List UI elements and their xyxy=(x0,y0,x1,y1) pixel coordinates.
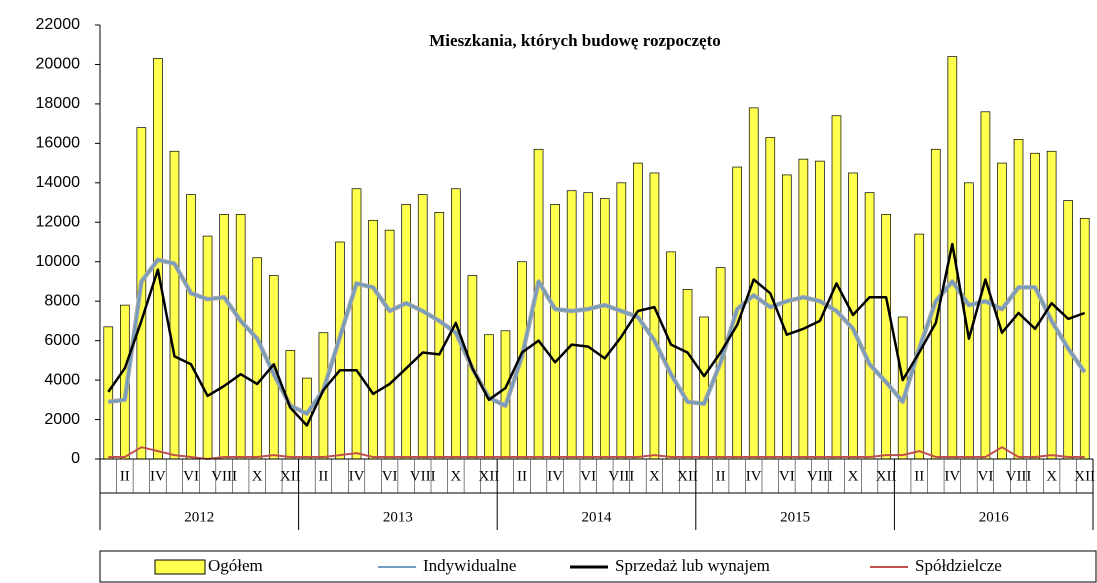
x-tick-label: VIII xyxy=(211,468,237,484)
bar xyxy=(351,188,362,460)
year-label: 2012 xyxy=(184,509,214,525)
x-tick-label: XII xyxy=(479,468,500,484)
bar xyxy=(1030,152,1040,460)
bar xyxy=(417,194,428,460)
x-tick-label: X xyxy=(1046,468,1057,484)
legend-label: Spółdzielcze xyxy=(915,556,1002,575)
line xyxy=(108,446,1085,460)
bar xyxy=(666,251,676,460)
legend-label: Ogółem xyxy=(208,556,263,575)
bar xyxy=(252,257,263,460)
x-tick-label: VI xyxy=(382,468,398,484)
x-tick-label: VIII xyxy=(410,468,436,484)
x-tick-label: X xyxy=(252,468,263,484)
line xyxy=(107,242,1086,427)
y-tick-label: 10000 xyxy=(36,253,81,270)
bar xyxy=(434,212,445,460)
bar xyxy=(566,190,577,460)
bar xyxy=(682,288,693,460)
bar xyxy=(1079,217,1090,460)
year-label: 2015 xyxy=(780,509,810,525)
x-tick-label: XII xyxy=(1074,468,1095,484)
bar xyxy=(815,160,825,460)
x-tick-label: IV xyxy=(746,468,762,484)
bar xyxy=(384,229,395,460)
y-tick-label: 22000 xyxy=(36,16,81,33)
bar xyxy=(864,192,875,460)
x-tick-label: VI xyxy=(779,468,795,484)
y-tick-label: 12000 xyxy=(36,213,81,230)
bar xyxy=(599,198,610,460)
y-tick-label: 8000 xyxy=(44,292,80,309)
x-tick-label: IV xyxy=(547,468,563,484)
bar xyxy=(103,326,114,460)
bar xyxy=(798,158,809,460)
bar xyxy=(219,214,229,460)
x-tick-label: VIII xyxy=(608,468,634,484)
x-tick-label: II xyxy=(914,468,924,484)
x-tick-label: II xyxy=(716,468,726,484)
x-tick-label: XII xyxy=(280,468,301,484)
x-tick-label: X xyxy=(450,468,461,484)
x-tick-label: II xyxy=(318,468,328,484)
bar xyxy=(1063,200,1073,460)
x-tick-label: IV xyxy=(349,468,365,484)
y-tick-label: 6000 xyxy=(44,332,80,349)
year-label: 2013 xyxy=(383,509,413,525)
x-tick-label: VIII xyxy=(1006,468,1032,484)
bar xyxy=(699,316,709,460)
y-tick-label: 20000 xyxy=(36,56,81,73)
y-tick-label: 18000 xyxy=(36,95,81,112)
y-tick-label: 2000 xyxy=(44,411,80,428)
chart-title: Mieszkania, których budowę rozpoczęto xyxy=(429,31,721,50)
legend-label: Indywidualne xyxy=(423,556,516,575)
x-tick-label: XII xyxy=(876,468,897,484)
legend-box xyxy=(99,550,1097,583)
x-tick-label: IV xyxy=(944,468,960,484)
x-tick-label: VI xyxy=(978,468,994,484)
x-tick-label: VI xyxy=(183,468,199,484)
bar xyxy=(881,214,891,460)
bar xyxy=(368,219,378,460)
year-label: 2016 xyxy=(979,509,1010,525)
y-tick-label: 14000 xyxy=(36,174,81,191)
bar xyxy=(980,111,991,460)
y-tick-label: 4000 xyxy=(44,371,80,388)
x-tick-label: IV xyxy=(150,468,166,484)
y-tick-label: 0 xyxy=(71,450,80,467)
bar xyxy=(186,194,196,460)
bar xyxy=(550,204,560,460)
bar xyxy=(235,214,246,460)
x-tick-label: II xyxy=(120,468,130,484)
x-tick-label: VIII xyxy=(807,468,833,484)
x-tick-label: II xyxy=(517,468,527,484)
bar xyxy=(583,192,594,460)
bar xyxy=(782,174,792,460)
bar xyxy=(202,235,213,460)
bar xyxy=(401,204,411,460)
year-label: 2014 xyxy=(582,509,613,525)
bar xyxy=(1013,139,1024,460)
x-tick-label: VI xyxy=(580,468,596,484)
x-tick-label: XII xyxy=(677,468,698,484)
y-tick-label: 16000 xyxy=(36,135,81,152)
x-tick-label: X xyxy=(848,468,859,484)
legend-swatch xyxy=(154,559,206,575)
bar xyxy=(169,150,180,460)
bar xyxy=(616,182,627,460)
x-tick-label: X xyxy=(649,468,660,484)
legend-label: Sprzedaż lub wynajem xyxy=(615,556,770,575)
